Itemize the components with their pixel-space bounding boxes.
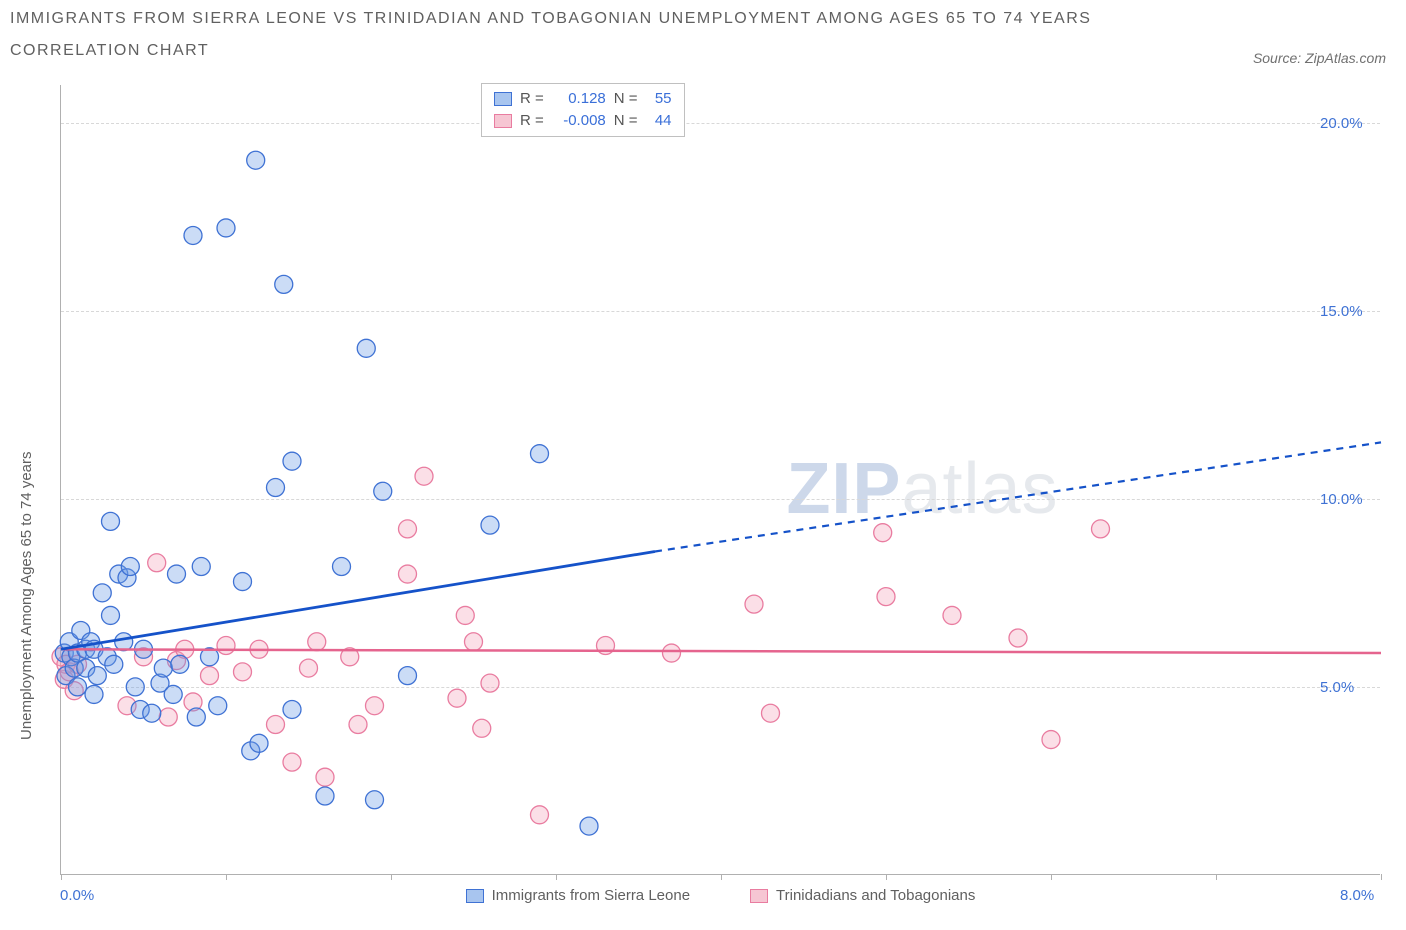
data-point <box>283 753 301 771</box>
chart-title-line2: CORRELATION CHART <box>10 42 1091 60</box>
data-point <box>316 787 334 805</box>
data-point <box>415 467 433 485</box>
data-point <box>88 667 106 685</box>
data-point <box>465 633 483 651</box>
data-point <box>456 606 474 624</box>
data-point <box>159 708 177 726</box>
x-tick <box>1216 874 1217 880</box>
x-tick <box>556 874 557 880</box>
source-attribution: Source: ZipAtlas.com <box>1253 50 1386 66</box>
x-tick <box>886 874 887 880</box>
data-point <box>105 655 123 673</box>
data-point <box>481 516 499 534</box>
x-tick-label: 0.0% <box>60 887 94 904</box>
data-point <box>192 558 210 576</box>
data-point <box>102 606 120 624</box>
data-point <box>308 633 326 651</box>
data-point <box>115 633 133 651</box>
data-point <box>399 520 417 538</box>
data-point <box>481 674 499 692</box>
x-tick <box>391 874 392 880</box>
data-point <box>762 704 780 722</box>
data-point <box>148 554 166 572</box>
data-point <box>357 339 375 357</box>
data-point <box>267 716 285 734</box>
x-tick <box>721 874 722 880</box>
data-point <box>234 663 252 681</box>
data-point <box>93 584 111 602</box>
x-tick <box>61 874 62 880</box>
data-point <box>366 697 384 715</box>
data-point <box>275 275 293 293</box>
legend-label-series1: Immigrants from Sierra Leone <box>492 887 690 904</box>
data-point <box>349 716 367 734</box>
data-point <box>943 606 961 624</box>
data-point <box>374 482 392 500</box>
correlation-scatter-chart: ZIPatlas R = 0.128 N = 55 R = -0.008 N =… <box>60 85 1380 875</box>
y-tick-label: 5.0% <box>1320 679 1354 696</box>
y-tick-label: 15.0% <box>1320 303 1363 320</box>
data-point <box>143 704 161 722</box>
y-axis-label: Unemployment Among Ages 65 to 74 years <box>18 451 35 740</box>
swatch-series2 <box>750 889 768 903</box>
legend-item-series1: Immigrants from Sierra Leone <box>466 887 690 904</box>
scatter-plot-svg <box>61 85 1380 874</box>
data-point <box>877 588 895 606</box>
data-point <box>85 685 103 703</box>
data-point <box>300 659 318 677</box>
data-point <box>663 644 681 662</box>
data-point <box>366 791 384 809</box>
legend-item-series2: Trinidadians and Tobagonians <box>750 887 975 904</box>
data-point <box>164 685 182 703</box>
x-tick-label: 8.0% <box>1340 887 1374 904</box>
x-tick <box>1051 874 1052 880</box>
data-point <box>121 558 139 576</box>
y-tick-label: 10.0% <box>1320 491 1363 508</box>
data-point <box>316 768 334 786</box>
y-tick-label: 20.0% <box>1320 115 1363 132</box>
data-point <box>473 719 491 737</box>
data-point <box>745 595 763 613</box>
data-point <box>171 655 189 673</box>
series-legend: Immigrants from Sierra Leone Trinidadian… <box>61 887 1380 904</box>
x-tick <box>1381 874 1382 880</box>
data-point <box>874 524 892 542</box>
data-point <box>580 817 598 835</box>
data-point <box>283 700 301 718</box>
data-point <box>399 667 417 685</box>
data-point <box>1009 629 1027 647</box>
data-point <box>217 219 235 237</box>
data-point <box>267 479 285 497</box>
data-point <box>126 678 144 696</box>
data-point <box>531 445 549 463</box>
data-point <box>531 806 549 824</box>
data-point <box>250 734 268 752</box>
legend-label-series2: Trinidadians and Tobagonians <box>776 887 975 904</box>
trend-line <box>655 442 1381 551</box>
data-point <box>247 151 265 169</box>
data-point <box>333 558 351 576</box>
data-point <box>102 512 120 530</box>
data-point <box>201 667 219 685</box>
data-point <box>234 573 252 591</box>
data-point <box>69 678 87 696</box>
data-point <box>217 637 235 655</box>
data-point <box>448 689 466 707</box>
data-point <box>168 565 186 583</box>
data-point <box>1092 520 1110 538</box>
data-point <box>283 452 301 470</box>
x-tick <box>226 874 227 880</box>
data-point <box>399 565 417 583</box>
data-point <box>184 226 202 244</box>
data-point <box>1042 731 1060 749</box>
chart-title-line1: IMMIGRANTS FROM SIERRA LEONE VS TRINIDAD… <box>10 10 1091 28</box>
swatch-series1 <box>466 889 484 903</box>
data-point <box>154 659 172 677</box>
data-point <box>209 697 227 715</box>
data-point <box>187 708 205 726</box>
